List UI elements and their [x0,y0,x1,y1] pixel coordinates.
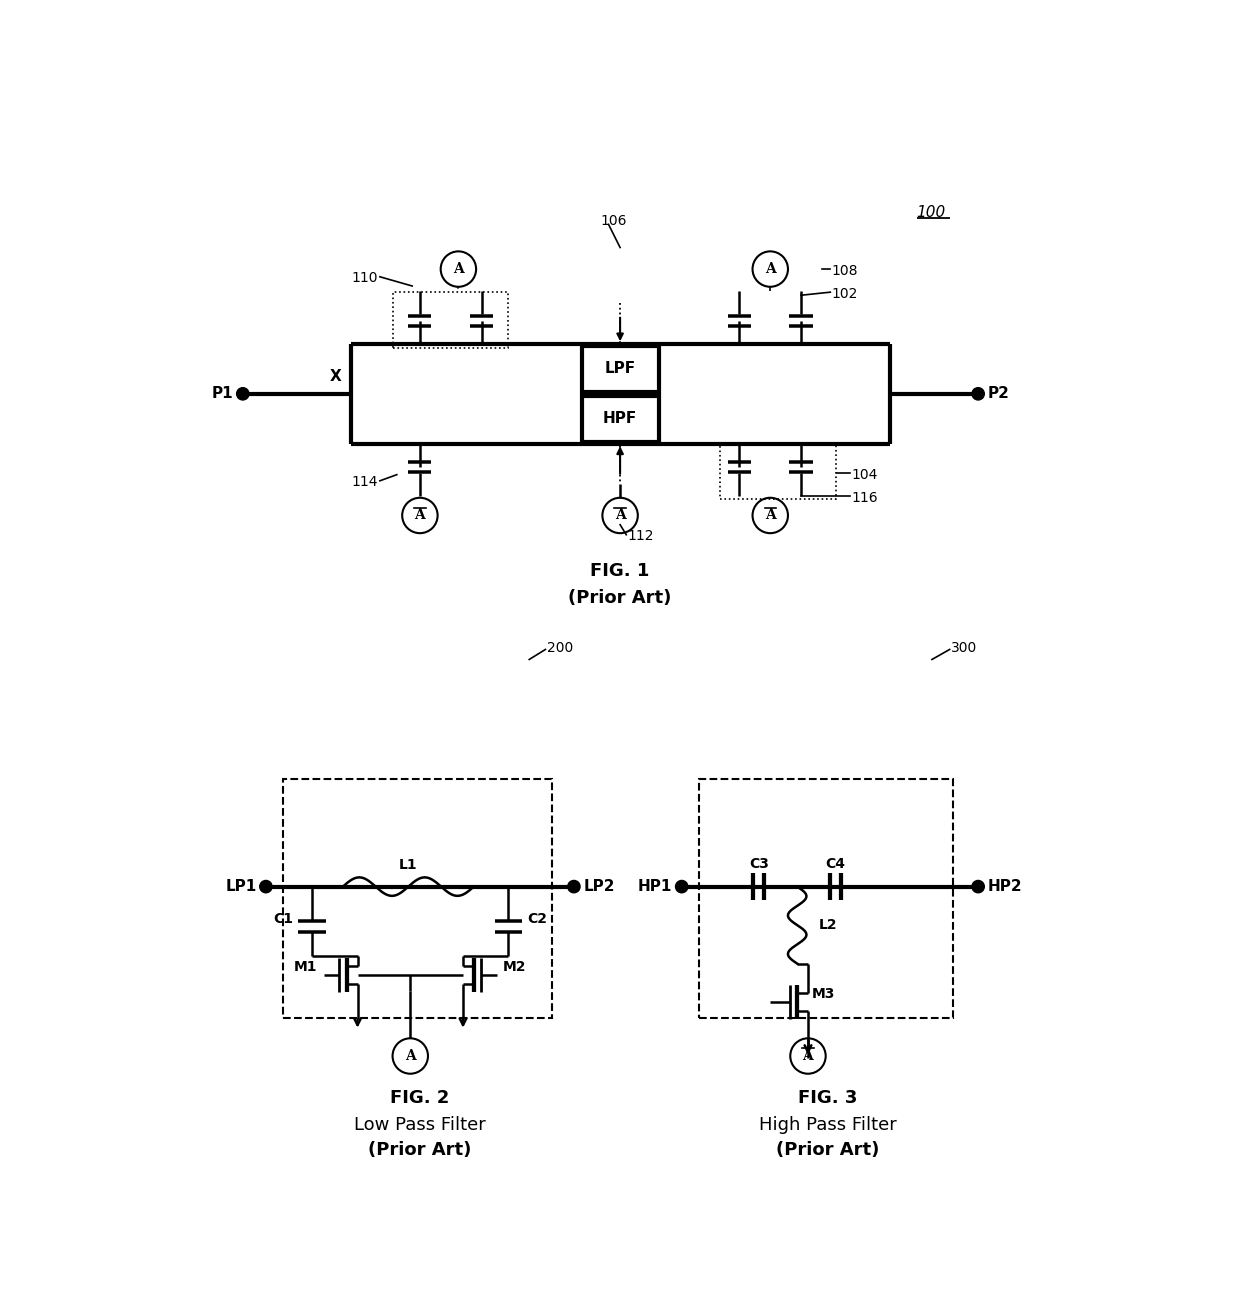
Circle shape [568,881,580,892]
Text: Low Pass Filter: Low Pass Filter [355,1116,486,1134]
Circle shape [676,881,688,892]
Bar [698,779,952,1017]
Text: C4: C4 [826,856,846,870]
Text: A: A [414,508,425,522]
Bar [393,292,508,348]
Bar [283,779,552,1017]
Text: A: A [405,1050,415,1063]
Circle shape [972,387,985,400]
Text: 114: 114 [351,475,377,490]
Circle shape [259,881,272,892]
Bar [582,346,658,392]
Text: FIG. 1: FIG. 1 [590,562,650,579]
Text: (Prior Art): (Prior Art) [568,588,672,607]
Text: A: A [765,508,776,522]
Text: FIG. 3: FIG. 3 [799,1090,858,1107]
Text: (Prior Art): (Prior Art) [368,1141,471,1159]
Text: 102: 102 [832,287,858,300]
Text: 100: 100 [916,205,946,220]
Circle shape [237,387,249,400]
Text: 200: 200 [547,640,573,655]
Text: 110: 110 [351,271,377,286]
Text: HPF: HPF [603,412,637,426]
Text: M1: M1 [294,960,317,974]
Text: LP1: LP1 [226,879,257,894]
Text: L2: L2 [818,918,837,933]
Text: 108: 108 [832,264,858,278]
Text: P1: P1 [212,386,233,401]
Text: 116: 116 [851,491,878,505]
Text: C1: C1 [273,912,293,926]
Text: 104: 104 [851,468,878,482]
Text: A: A [615,508,625,522]
Text: FIG. 2: FIG. 2 [391,1090,450,1107]
Text: High Pass Filter: High Pass Filter [759,1116,897,1134]
Text: LPF: LPF [605,361,636,377]
Text: C3: C3 [749,856,769,870]
Text: 106: 106 [601,213,627,227]
Text: M3: M3 [812,987,836,1002]
Text: P2: P2 [987,386,1009,401]
Text: (Prior Art): (Prior Art) [776,1141,879,1159]
Text: L1: L1 [399,859,418,872]
Text: X: X [330,369,341,385]
Bar [720,446,836,499]
Text: A: A [765,262,776,277]
Text: A: A [453,262,464,277]
Bar [582,396,658,442]
Text: LP2: LP2 [583,879,615,894]
Text: HP2: HP2 [987,879,1022,894]
Text: C2: C2 [528,912,548,926]
Text: 112: 112 [627,529,655,543]
Text: M2: M2 [503,960,527,974]
Text: 300: 300 [951,640,977,655]
Circle shape [972,881,985,892]
Text: HP1: HP1 [639,879,672,894]
Text: A: A [802,1050,813,1063]
